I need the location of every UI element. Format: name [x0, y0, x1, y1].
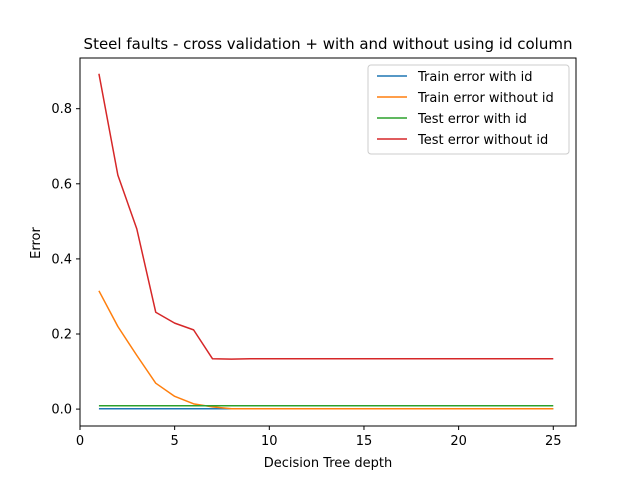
x-tick-label: 25	[545, 434, 562, 449]
x-tick-label: 5	[171, 434, 179, 449]
series-line-4	[98, 73, 554, 360]
y-tick-label: 0.2	[51, 328, 72, 343]
y-tick-label: 0.6	[51, 177, 72, 192]
x-tick-label: 15	[356, 434, 373, 449]
legend-label-1: Train error with id	[417, 70, 533, 85]
x-tick-label: 10	[261, 434, 278, 449]
legend-label-3: Test error with id	[417, 112, 527, 127]
legend-label-4: Test error without id	[417, 133, 548, 148]
y-tick-label: 0.8	[51, 102, 72, 117]
chart-title: Steel faults - cross validation + with a…	[84, 35, 573, 53]
y-tick-label: 0.4	[51, 252, 72, 267]
plot-frame	[79, 57, 577, 427]
legend-label-2: Train error without id	[417, 91, 554, 106]
x-axis: 0 5 10 15 20 25	[76, 426, 562, 449]
series-lines	[98, 73, 554, 410]
x-axis-label: Decision Tree depth	[264, 456, 393, 471]
series-line-2	[98, 290, 554, 410]
y-axis-label: Error	[29, 227, 44, 259]
legend: Train error with id Train error without i…	[367, 64, 570, 155]
y-tick-label: 0.0	[51, 403, 72, 418]
x-tick-label: 20	[450, 434, 467, 449]
x-tick-label: 0	[76, 434, 84, 449]
y-axis: 0.0 0.2 0.4 0.6 0.8	[51, 102, 80, 418]
legend-box	[367, 64, 570, 155]
